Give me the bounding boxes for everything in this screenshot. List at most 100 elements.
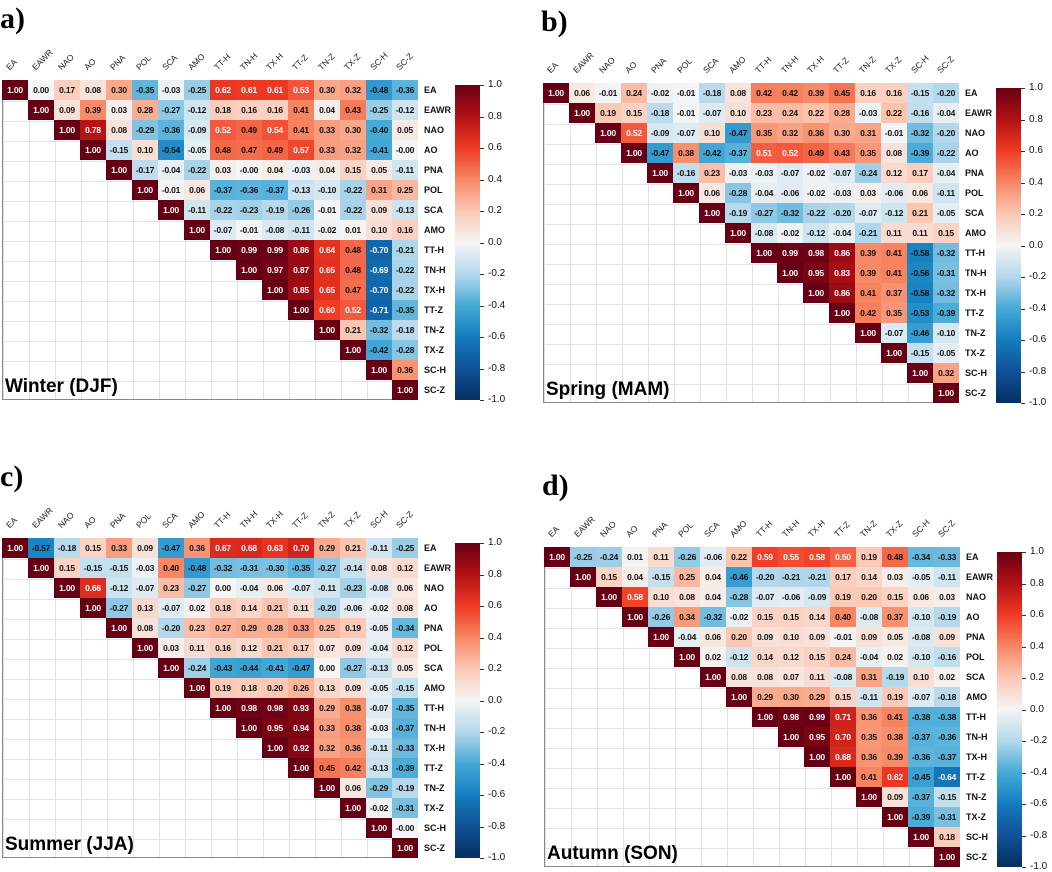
panel-autumn: d) Autumn (SON) EA EAWR NAO AO PNA POL SCA AMO TT-…: [542, 467, 1052, 872]
diagonal-cell: 1.00: [288, 758, 314, 778]
column-label: TT-H: [752, 54, 774, 75]
panel-title: Autumn (SON): [547, 843, 678, 864]
diagonal-cell: 1.00: [882, 807, 908, 827]
correlation-cell: -0.22: [392, 280, 418, 300]
row-label: TX-Z: [965, 348, 985, 358]
correlation-cell: 0.41: [855, 283, 881, 303]
correlation-cell: 0.55: [778, 547, 804, 567]
diagonal-cell: 1.00: [881, 343, 907, 363]
correlation-cell: 0.01: [622, 547, 648, 567]
correlation-cell: 0.20: [856, 587, 882, 607]
correlation-cell: -0.03: [855, 103, 881, 123]
correlation-cell: 0.05: [392, 120, 418, 140]
diagonal-cell: 1.00: [829, 303, 855, 323]
correlation-cell: 0.29: [804, 687, 830, 707]
row-label: EA: [424, 85, 437, 95]
colorbar-tick-label: -0.8: [488, 820, 506, 832]
diagonal-cell: 1.00: [596, 587, 622, 607]
row-label: SC-Z: [965, 388, 986, 398]
diagonal-cell: 1.00: [158, 658, 184, 678]
correlation-cell: -0.01: [236, 220, 262, 240]
correlation-cell: -0.06: [777, 183, 803, 203]
correlation-cell: 0.50: [830, 547, 856, 567]
correlation-cell: 0.19: [210, 678, 236, 698]
correlation-cell: 0.86: [829, 283, 855, 303]
column-label: SC-Z: [935, 517, 958, 539]
correlation-cell: 0.15: [596, 567, 622, 587]
correlation-cell: -0.40: [366, 120, 392, 140]
colorbar-tick: [480, 732, 484, 733]
correlation-cell: 0.35: [751, 123, 777, 143]
correlation-cell: 0.19: [595, 103, 621, 123]
correlation-cell: 0.41: [856, 767, 882, 787]
correlation-cell: 0.17: [907, 163, 933, 183]
colorbar-tick-label: -0.2: [1029, 271, 1047, 282]
panel-label: b): [541, 5, 568, 38]
correlation-cell: 0.18: [934, 827, 960, 847]
correlation-cell: -0.27: [314, 558, 340, 578]
column-label: SC-Z: [393, 508, 416, 530]
correlation-cell: -0.07: [829, 163, 855, 183]
correlation-cell: 0.14: [752, 647, 778, 667]
correlation-cell: 0.39: [855, 263, 881, 283]
correlation-cell: 0.36: [340, 738, 366, 758]
correlation-cell: 0.98: [236, 698, 262, 718]
colorbar-tick: [1021, 308, 1025, 310]
diagonal-cell: 1.00: [803, 283, 829, 303]
correlation-cell: 0.36: [856, 707, 882, 727]
correlation-cell: -0.39: [908, 807, 934, 827]
row-label: AMO: [424, 683, 445, 693]
diagonal-cell: 1.00: [262, 738, 288, 758]
correlation-cell: 0.41: [881, 243, 907, 263]
correlation-cell: -0.01: [673, 103, 699, 123]
correlation-cell: -0.03: [366, 718, 392, 738]
correlation-cell: 0.26: [288, 678, 314, 698]
correlation-cell: -0.37: [934, 747, 960, 767]
correlation-cell: -0.32: [777, 203, 803, 223]
correlation-cell: -0.01: [314, 200, 340, 220]
correlation-cell: -0.06: [340, 598, 366, 618]
correlation-cell: 0.06: [340, 778, 366, 798]
correlation-cell: -0.24: [596, 547, 622, 567]
correlation-cell: 0.20: [726, 627, 752, 647]
correlation-cell: 0.31: [366, 180, 392, 200]
colorbar-tick: [480, 337, 484, 338]
correlation-cell: -0.02: [647, 83, 673, 103]
correlation-cell: 0.12: [778, 647, 804, 667]
colorbar-tick: [480, 274, 484, 275]
colorbar-tick: [1021, 151, 1025, 152]
row-label: TT-H: [424, 703, 444, 713]
colorbar-tick: [1022, 804, 1026, 805]
column-label: TN-Z: [856, 54, 878, 75]
correlation-cell: -0.08: [751, 223, 777, 243]
correlation-cell: 0.05: [882, 627, 908, 647]
correlation-cell: 0.70: [288, 538, 314, 558]
correlation-cell: 0.35: [856, 727, 882, 747]
correlation-cell: -0.05: [933, 203, 959, 223]
column-label: SC-Z: [393, 50, 416, 72]
colorbar-tick: [1022, 615, 1026, 616]
correlation-grid: 1.00 -0.25 -0.24 0.01 0.11 -0.26 -0.06 0.22 0.59…: [544, 547, 960, 867]
correlation-cell: -0.07: [158, 598, 184, 618]
correlation-cell: 0.15: [882, 587, 908, 607]
colorbar-tick: [1022, 583, 1026, 585]
correlation-cell: 0.15: [752, 607, 778, 627]
correlation-cell: 0.36: [803, 123, 829, 143]
correlation-cell: -0.17: [132, 160, 158, 180]
correlation-cell: -0.35: [392, 698, 418, 718]
correlation-cell: 0.65: [314, 260, 340, 280]
correlation-cell: -0.12: [184, 100, 210, 120]
colorbar: [455, 85, 480, 400]
diagonal-cell: 1.00: [184, 220, 210, 240]
correlation-cell: 0.63: [262, 538, 288, 558]
diagonal-cell: 1.00: [28, 100, 54, 120]
colorbar: [996, 88, 1021, 403]
row-label: AO: [424, 603, 438, 613]
row-label: TT-Z: [424, 763, 443, 773]
correlation-cell: -0.38: [934, 707, 960, 727]
diagonal-cell: 1.00: [184, 678, 210, 698]
correlation-cell: -0.07: [699, 103, 725, 123]
correlation-cell: 0.42: [777, 83, 803, 103]
correlation-cell: 0.19: [830, 587, 856, 607]
row-label: POL: [966, 652, 985, 662]
